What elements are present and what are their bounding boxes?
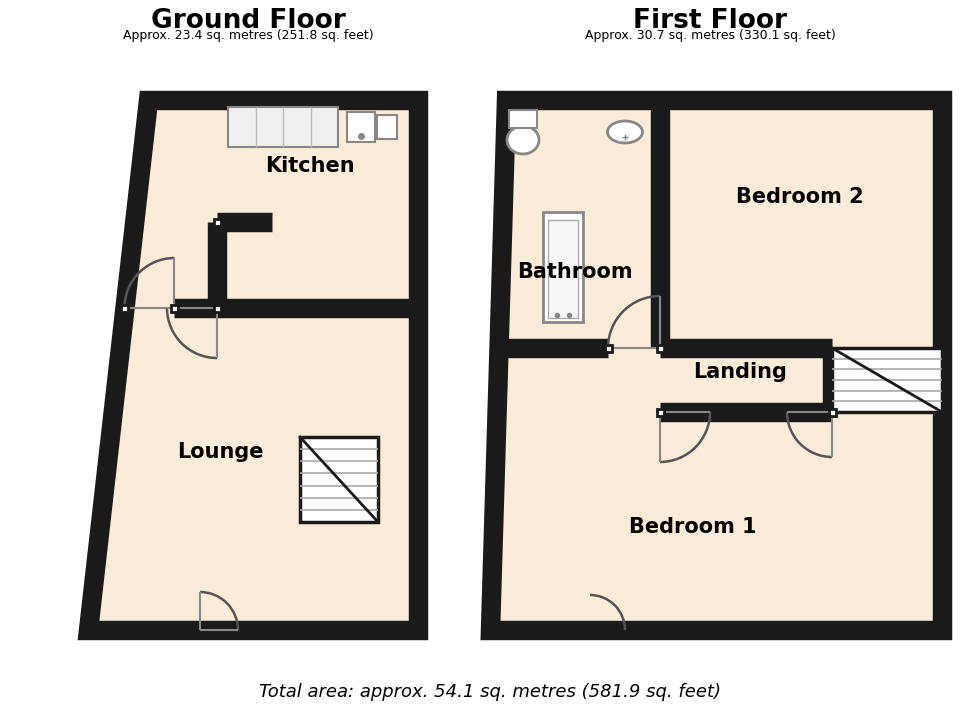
Text: Approx. 30.7 sq. metres (330.1 sq. feet): Approx. 30.7 sq. metres (330.1 sq. feet) [585,29,835,43]
Bar [828,409,836,416]
Bar [377,115,397,139]
Bar [509,110,537,128]
Bar [347,112,375,142]
Text: Bedroom 1: Bedroom 1 [629,517,757,537]
Ellipse shape [608,121,643,143]
Bar [832,348,942,412]
Bar [657,345,663,352]
Polygon shape [490,100,942,630]
Text: Lounge: Lounge [176,442,264,462]
Text: Bathroom: Bathroom [517,262,633,282]
Bar [214,219,220,226]
Text: Landing: Landing [693,362,787,382]
Bar [657,409,663,416]
Bar [121,305,128,312]
Text: Bedroom 2: Bedroom 2 [736,187,863,207]
Text: Total area: approx. 54.1 sq. metres (581.9 sq. feet): Total area: approx. 54.1 sq. metres (581… [259,683,721,701]
Bar [171,305,178,312]
Bar [214,305,220,312]
Bar [548,220,578,318]
Bar [300,437,378,522]
Bar [228,107,338,147]
Text: First Floor: First Floor [633,8,787,34]
Text: Ground Floor: Ground Floor [151,8,345,34]
Text: Kitchen: Kitchen [266,156,355,176]
Bar [605,345,612,352]
Polygon shape [88,100,418,630]
Bar [543,212,583,322]
Ellipse shape [507,126,539,154]
Text: Approx. 23.4 sq. metres (251.8 sq. feet): Approx. 23.4 sq. metres (251.8 sq. feet) [122,29,373,43]
